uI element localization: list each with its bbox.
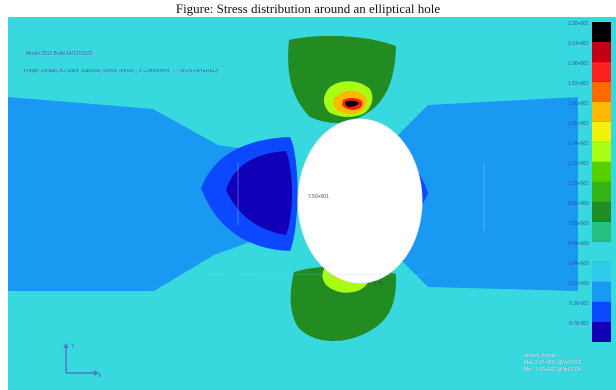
fringe-info-line: Fringe: Default, A1:Static Subcase, Stre… bbox=[24, 69, 219, 74]
legend-color-cell bbox=[592, 322, 611, 342]
legend-label: 2.23+000 bbox=[568, 281, 589, 287]
center-probe-label: 7.50+001 bbox=[308, 194, 329, 200]
legend-label: 1.98+001 bbox=[568, 61, 589, 67]
model-info-line: Model 2013 Build 14/17/10/22 bbox=[26, 51, 93, 57]
tension-green-bottom bbox=[290, 266, 397, 342]
fringe-summary-title: default_Fringe bbox=[524, 353, 556, 359]
max-stress-top bbox=[345, 100, 359, 107]
contour-plot bbox=[8, 17, 616, 390]
legend-color-cell bbox=[592, 302, 611, 322]
legend-label: 1.02+001 bbox=[568, 181, 589, 187]
legend-label: 3.84+000 bbox=[568, 261, 589, 267]
legend-label: -9.78-001 bbox=[567, 321, 589, 327]
elliptical-hole bbox=[297, 118, 423, 284]
stress-color-legend: 2.28+001 2.14+001 1.98+001 1.82+001 1.66… bbox=[539, 22, 611, 342]
legend-label: 1.50+001 bbox=[568, 121, 589, 127]
legend-color-cell bbox=[592, 42, 611, 62]
axis-y-label: Y bbox=[71, 344, 75, 350]
axis-triad-icon[interactable]: Y X bbox=[60, 339, 106, 381]
legend-color-cell bbox=[592, 162, 611, 182]
legend-label: 8.65+000 bbox=[568, 201, 589, 207]
legend-color-cell bbox=[592, 102, 611, 122]
legend-color-cell bbox=[592, 262, 611, 282]
axis-x-label: X bbox=[98, 373, 102, 379]
legend-color-cell bbox=[592, 82, 611, 102]
legend-color-cell bbox=[592, 62, 611, 82]
legend-label: 1.18+001 bbox=[568, 161, 589, 167]
stress-contour-viewport[interactable]: Model 2013 Build 14/17/10/22 Fringe: Def… bbox=[8, 17, 616, 390]
figure-title-strip: Figure: Stress distribution around an el… bbox=[0, 0, 616, 17]
compression-dark-left bbox=[226, 151, 292, 235]
legend-color-cell bbox=[592, 202, 611, 222]
figure-title: Figure: Stress distribution around an el… bbox=[175, 1, 441, 16]
legend-color-cell bbox=[592, 142, 611, 162]
legend-color-bar bbox=[592, 22, 611, 342]
legend-color-cell bbox=[592, 242, 611, 262]
mesh-light-line-bottom bbox=[207, 273, 429, 276]
legend-color-cell bbox=[592, 222, 611, 242]
legend-label: 6.28-001 bbox=[569, 301, 589, 307]
legend-label: 2.28+001 bbox=[568, 21, 589, 27]
legend-label: 2.14+001 bbox=[568, 41, 589, 47]
legend-labels: 2.28+001 2.14+001 1.98+001 1.82+001 1.66… bbox=[539, 22, 589, 342]
legend-label: 1.82+001 bbox=[568, 81, 589, 87]
fringe-summary-min: Min -1.65+001 @Nd 1034 bbox=[524, 367, 582, 373]
legend-color-cell bbox=[592, 182, 611, 202]
legend-label: 1.66+001 bbox=[568, 101, 589, 107]
bottom-probe-label: 1.70- bbox=[373, 281, 385, 287]
legend-color-cell bbox=[592, 282, 611, 302]
legend-color-cell bbox=[592, 122, 611, 142]
axis-triad-graphic bbox=[63, 343, 99, 376]
fringe-summary-max: Max 2.07+001 @Nd 5016 bbox=[524, 360, 582, 366]
legend-label: 7.05+000 bbox=[568, 221, 589, 227]
fringe-summary: default_Fringe Max 2.07+001 @Nd 5016 Min… bbox=[524, 353, 612, 389]
legend-label: 1.34+001 bbox=[568, 141, 589, 147]
far-field-blue-band-left bbox=[8, 97, 299, 291]
legend-color-cell bbox=[592, 22, 611, 42]
legend-label: 5.44+000 bbox=[568, 241, 589, 247]
